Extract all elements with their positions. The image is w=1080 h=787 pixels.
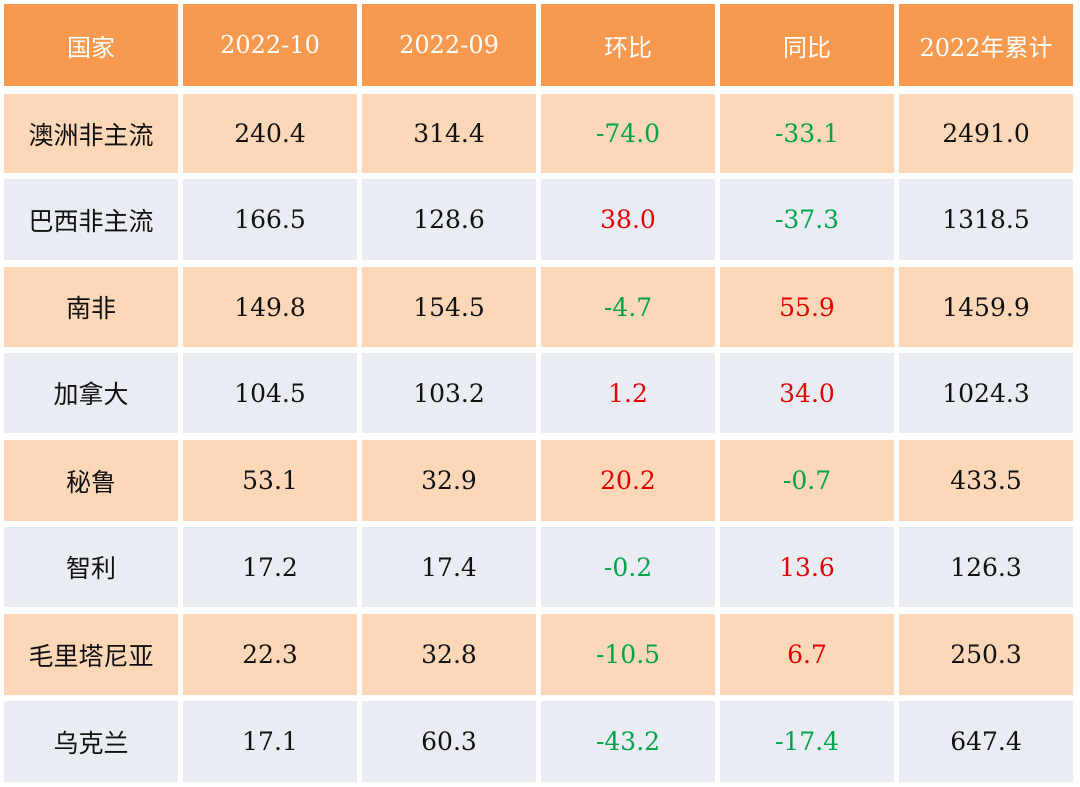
table-cell: 250.3 [899, 614, 1073, 695]
header-cell: 环比 [541, 4, 715, 86]
table-cell: 60.3 [362, 701, 536, 782]
row-label-cell: 毛里塔尼亚 [4, 614, 178, 695]
table-cell: 1024.3 [899, 353, 1073, 433]
table-cell: 32.9 [362, 440, 536, 521]
table-cell: 126.3 [899, 527, 1073, 607]
row-label-cell: 秘鲁 [4, 440, 178, 521]
table-cell: 22.3 [183, 614, 357, 695]
table-cell: 17.4 [362, 527, 536, 607]
row-label-cell: 乌克兰 [4, 701, 178, 782]
table-cell: -74.0 [541, 94, 715, 173]
table-cell: 2491.0 [899, 94, 1073, 173]
table-cell: 13.6 [720, 527, 894, 607]
table-cell: 32.8 [362, 614, 536, 695]
table-cell: 55.9 [720, 267, 894, 347]
row-label-cell: 智利 [4, 527, 178, 607]
header-cell: 国家 [4, 4, 178, 86]
table-cell: -17.4 [720, 701, 894, 782]
row-label-cell: 澳洲非主流 [4, 94, 178, 173]
table-cell: 103.2 [362, 353, 536, 433]
table-cell: 1459.9 [899, 267, 1073, 347]
table-cell: 433.5 [899, 440, 1073, 521]
table-cell: 154.5 [362, 267, 536, 347]
table-cell: 6.7 [720, 614, 894, 695]
table-cell: 128.6 [362, 179, 536, 260]
row-label-cell: 南非 [4, 267, 178, 347]
table-cell: -43.2 [541, 701, 715, 782]
table-cell: -4.7 [541, 267, 715, 347]
table-cell: 149.8 [183, 267, 357, 347]
table-cell: 104.5 [183, 353, 357, 433]
table-cell: 1318.5 [899, 179, 1073, 260]
row-label-cell: 加拿大 [4, 353, 178, 433]
table-cell: 34.0 [720, 353, 894, 433]
header-cell: 2022-10 [183, 4, 357, 86]
table-cell: -10.5 [541, 614, 715, 695]
header-cell: 同比 [720, 4, 894, 86]
header-cell: 2022年累计 [899, 4, 1073, 86]
table-cell: -37.3 [720, 179, 894, 260]
table-cell: 20.2 [541, 440, 715, 521]
table-cell: 240.4 [183, 94, 357, 173]
table-cell: 17.1 [183, 701, 357, 782]
table-cell: 647.4 [899, 701, 1073, 782]
table-cell: 1.2 [541, 353, 715, 433]
table-cell: -0.7 [720, 440, 894, 521]
table-cell: 17.2 [183, 527, 357, 607]
table-cell: 314.4 [362, 94, 536, 173]
header-cell: 2022-09 [362, 4, 536, 86]
row-label-cell: 巴西非主流 [4, 179, 178, 260]
table-cell: 38.0 [541, 179, 715, 260]
table-cell: 166.5 [183, 179, 357, 260]
table-cell: 53.1 [183, 440, 357, 521]
table-cell: -0.2 [541, 527, 715, 607]
table-cell: -33.1 [720, 94, 894, 173]
